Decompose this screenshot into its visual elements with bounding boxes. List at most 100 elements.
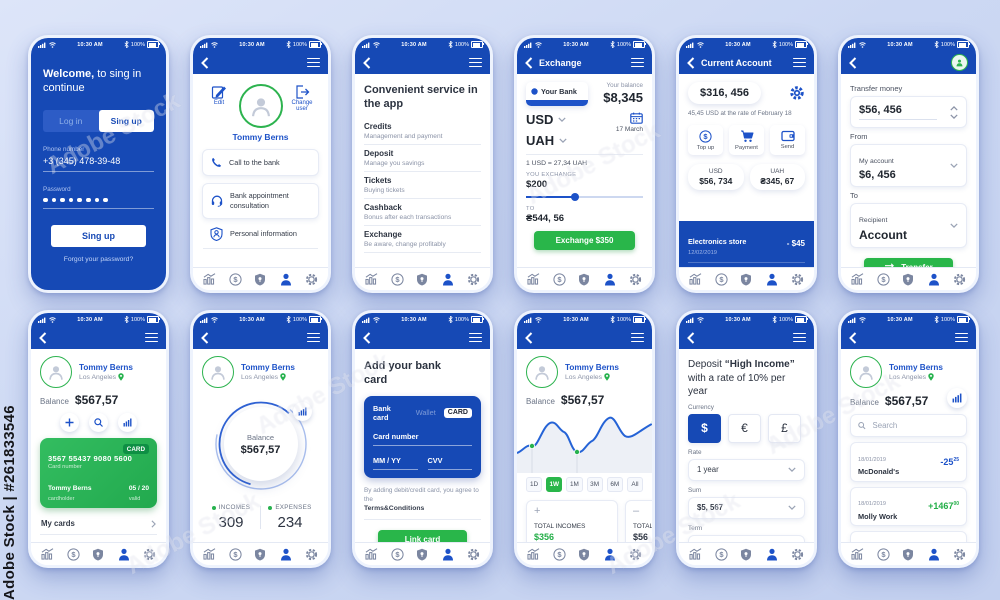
range-1m[interactable]: 1M bbox=[566, 477, 583, 492]
nav-analytics-icon[interactable] bbox=[364, 546, 380, 562]
nav-finance-icon[interactable]: $ bbox=[389, 546, 405, 562]
nav-finance-icon[interactable]: $ bbox=[389, 271, 405, 287]
from-account-select[interactable]: My account $6, 456 bbox=[850, 144, 967, 187]
nav-security-icon[interactable] bbox=[900, 546, 916, 562]
transfer-button[interactable]: Transfer bbox=[864, 258, 953, 267]
service-exchange[interactable]: Exchange Be aware, change profitably bbox=[364, 230, 446, 248]
service-credits[interactable]: Credits Management and payment bbox=[364, 122, 443, 140]
nav-finance-icon[interactable]: $ bbox=[551, 271, 567, 287]
uah-account-pill[interactable]: UAH ₴345, 67 bbox=[749, 164, 805, 190]
nav-security-icon[interactable] bbox=[738, 546, 754, 562]
nav-analytics-icon[interactable] bbox=[850, 271, 866, 287]
currency-eur[interactable]: € bbox=[728, 413, 761, 443]
search-button[interactable] bbox=[89, 413, 108, 432]
nav-profile-icon[interactable] bbox=[116, 546, 132, 562]
nav-profile-icon[interactable] bbox=[926, 546, 942, 562]
nav-settings-icon[interactable] bbox=[627, 271, 643, 287]
nav-settings-icon[interactable] bbox=[627, 546, 643, 562]
sum-select[interactable]: $5, 567 bbox=[688, 496, 805, 519]
currency-usd[interactable]: $ bbox=[688, 413, 721, 443]
add-button[interactable] bbox=[60, 413, 79, 432]
nav-security-icon[interactable] bbox=[738, 271, 754, 287]
nav-analytics-icon[interactable] bbox=[850, 546, 866, 562]
nav-analytics-icon[interactable] bbox=[688, 546, 704, 562]
nav-finance-icon[interactable]: $ bbox=[713, 546, 729, 562]
personal-information-item[interactable]: Personal information bbox=[202, 219, 319, 248]
nav-profile-icon[interactable] bbox=[440, 546, 456, 562]
bank-card[interactable]: CARD 3567 55437 9080 5600 Card number To… bbox=[40, 438, 157, 508]
nav-finance-icon[interactable]: $ bbox=[227, 271, 243, 287]
slider-knob[interactable] bbox=[571, 193, 580, 201]
currency-to-select[interactable]: UAH bbox=[526, 133, 567, 148]
payment-button[interactable]: Payment bbox=[729, 125, 764, 155]
search-input[interactable] bbox=[870, 420, 959, 431]
nav-finance-icon[interactable]: $ bbox=[551, 546, 567, 562]
menu-icon[interactable] bbox=[469, 331, 482, 345]
forgot-password-link[interactable]: Forgot your password? bbox=[63, 256, 134, 264]
expiry-input[interactable]: MM / YY bbox=[373, 456, 418, 470]
nav-security-icon[interactable] bbox=[900, 271, 916, 287]
nav-analytics-icon[interactable] bbox=[688, 271, 704, 287]
nav-settings-icon[interactable] bbox=[141, 546, 157, 562]
back-icon[interactable] bbox=[363, 331, 371, 344]
amount-stepper[interactable]: $56, 456 bbox=[850, 96, 967, 128]
nav-settings-icon[interactable] bbox=[789, 271, 805, 287]
nav-settings-icon[interactable] bbox=[465, 546, 481, 562]
nav-finance-icon[interactable]: $ bbox=[875, 546, 891, 562]
bank-selector[interactable]: Your Bank bbox=[526, 82, 588, 106]
nav-analytics-icon[interactable] bbox=[526, 546, 542, 562]
back-icon[interactable] bbox=[363, 56, 371, 69]
back-icon[interactable] bbox=[201, 56, 209, 69]
menu-icon[interactable] bbox=[307, 331, 320, 345]
back-icon[interactable] bbox=[525, 56, 533, 69]
nav-security-icon[interactable] bbox=[252, 271, 268, 287]
menu-icon[interactable] bbox=[307, 56, 320, 70]
nav-profile-icon[interactable] bbox=[278, 546, 294, 562]
nav-analytics-icon[interactable] bbox=[202, 271, 218, 287]
settings-gear-icon[interactable] bbox=[789, 85, 805, 101]
range-all[interactable]: All bbox=[626, 477, 644, 492]
nav-profile-icon[interactable] bbox=[764, 546, 780, 562]
nav-settings-icon[interactable] bbox=[303, 546, 319, 562]
back-icon[interactable] bbox=[39, 331, 47, 344]
menu-icon[interactable] bbox=[793, 56, 806, 70]
transaction-row[interactable]: 18/01/2019 Molly Work +146700 bbox=[850, 486, 967, 526]
tab-bank-card[interactable]: Bank card bbox=[373, 403, 391, 422]
menu-icon[interactable] bbox=[631, 331, 644, 345]
range-1w[interactable]: 1W bbox=[546, 477, 563, 492]
nav-profile-icon[interactable] bbox=[278, 271, 294, 287]
avatar[interactable] bbox=[951, 54, 968, 71]
total-incomes-card[interactable]: + TOTAL INCOMES $356 bbox=[526, 500, 618, 542]
menu-icon[interactable] bbox=[955, 331, 968, 345]
sign-up-button[interactable]: Sing up bbox=[51, 225, 146, 248]
nav-security-icon[interactable] bbox=[252, 546, 268, 562]
call-to-bank-item[interactable]: Call to the bank bbox=[202, 149, 319, 176]
transaction-row[interactable]: 18/01/2019Nike -10525 bbox=[850, 531, 967, 542]
range-6m[interactable]: 6M bbox=[606, 477, 623, 492]
nav-settings-icon[interactable] bbox=[789, 546, 805, 562]
stats-button[interactable] bbox=[118, 413, 137, 432]
transaction-row[interactable]: Top up card by terminal 12/02/2019 + $74… bbox=[688, 266, 805, 267]
nav-finance-icon[interactable]: $ bbox=[65, 546, 81, 562]
nav-security-icon[interactable] bbox=[576, 271, 592, 287]
service-cashback[interactable]: Cashback Bonus after each transactions bbox=[364, 203, 452, 221]
calendar-icon[interactable] bbox=[630, 112, 643, 124]
nav-settings-icon[interactable] bbox=[951, 271, 967, 287]
back-icon[interactable] bbox=[849, 331, 857, 344]
nav-analytics-icon[interactable] bbox=[364, 271, 380, 287]
nav-settings-icon[interactable] bbox=[465, 271, 481, 287]
nav-finance-icon[interactable]: $ bbox=[227, 546, 243, 562]
stepper-down-icon[interactable] bbox=[950, 113, 958, 119]
edit-action[interactable]: Edit bbox=[204, 84, 234, 106]
nav-profile-icon[interactable] bbox=[602, 271, 618, 287]
stats-button[interactable] bbox=[947, 388, 967, 408]
to-account-select[interactable]: Recipient Account bbox=[850, 203, 967, 248]
nav-analytics-icon[interactable] bbox=[526, 271, 542, 287]
usd-account-pill[interactable]: USD $56, 734 bbox=[688, 164, 744, 190]
rate-select[interactable]: 1 year bbox=[688, 458, 805, 481]
amount-slider[interactable] bbox=[526, 193, 643, 201]
nav-security-icon[interactable] bbox=[414, 546, 430, 562]
nav-security-icon[interactable] bbox=[414, 271, 430, 287]
nav-profile-icon[interactable] bbox=[926, 271, 942, 287]
top-up-button[interactable]: $ Top up bbox=[688, 125, 723, 155]
